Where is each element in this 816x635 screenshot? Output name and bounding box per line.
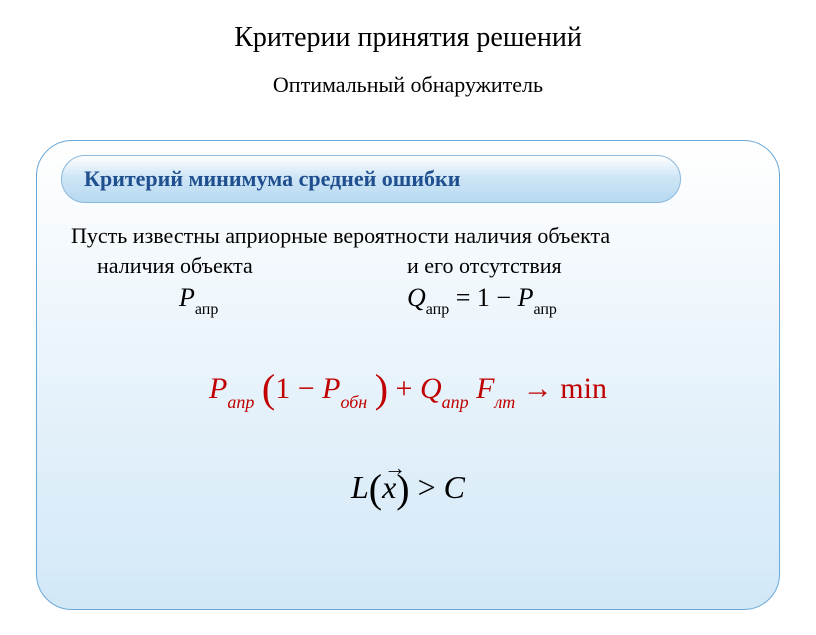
min-criterion-formula: Pапр (1 − Pобн ) + Qапр Fлт → min <box>37 361 779 410</box>
var-p: P <box>179 283 195 312</box>
intro-text: Пусть известны априорные вероятности нал… <box>71 221 751 251</box>
f2-gt: > <box>410 469 444 505</box>
q-apr-eq: Qапр = 1 − Pапр <box>407 283 557 317</box>
labels-row: наличия объекта и его отсутствия <box>97 253 737 279</box>
f-apr2: апр <box>442 392 469 412</box>
presence-label: наличия объекта <box>97 253 407 279</box>
likelihood-formula: L(→x) > C <box>37 461 779 508</box>
f-f: F <box>476 372 494 405</box>
prior-equations: Pапр Qапр = 1 − Pапр <box>97 283 737 317</box>
f-lparen: ( <box>262 366 275 411</box>
page-title: Критерии принятия решений <box>0 22 816 54</box>
f-pobn: P <box>322 372 340 405</box>
sub-apr3: апр <box>533 301 556 318</box>
f-sp <box>469 372 477 405</box>
f-p: P <box>209 372 227 405</box>
sub-apr2: апр <box>426 301 449 318</box>
p-apr: Pапр <box>97 283 407 317</box>
eq-sign: = 1 − <box>449 283 517 312</box>
f2-l: L <box>351 469 369 505</box>
f2-xvec: →x <box>382 469 396 506</box>
f2-c: C <box>444 469 465 505</box>
f-arrow: → <box>515 372 560 405</box>
f-obn: обн <box>340 392 367 412</box>
f-rparen: ) <box>375 366 388 411</box>
var-q: Q <box>407 283 426 312</box>
f2-lparen: ( <box>369 466 382 511</box>
f-apr: апр <box>227 392 254 412</box>
content-panel: Критерий минимума средней ошибки Пусть и… <box>36 140 780 610</box>
sub-apr: апр <box>195 301 218 318</box>
f-lt: лт <box>494 392 515 412</box>
f2-rparen: ) <box>396 466 409 511</box>
f-q: Q <box>420 372 442 405</box>
criterion-label: Критерий минимума средней ошибки <box>84 166 460 192</box>
page-subtitle: Оптимальный обнаружитель <box>0 72 816 98</box>
absence-label: и его отсутствия <box>407 253 562 279</box>
f-min: min <box>560 372 607 405</box>
criterion-pill: Критерий минимума средней ошибки <box>61 155 681 203</box>
f-oneminus: 1 − <box>275 372 322 405</box>
f-plus: + <box>388 372 420 405</box>
var-p2: P <box>518 283 534 312</box>
